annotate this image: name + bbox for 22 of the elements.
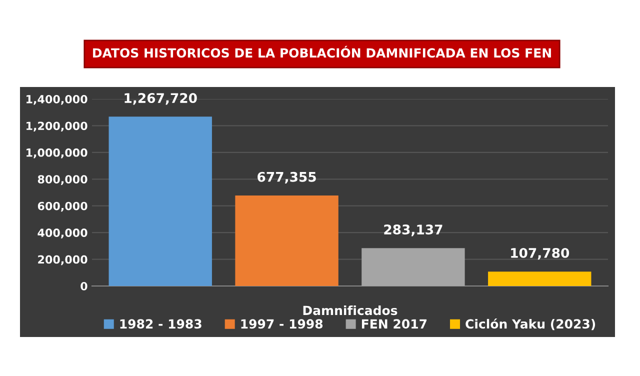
x-tick-label: Damnificados	[303, 305, 398, 316]
legend-label: 1997 - 1998	[241, 319, 323, 329]
y-tick-label: 400,000	[38, 228, 88, 238]
bar	[488, 272, 592, 286]
y-tick-label: 1,000,000	[26, 148, 88, 158]
data-label: 677,355	[258, 172, 316, 184]
bar	[362, 248, 465, 286]
legend-label: FEN 2017	[362, 319, 427, 329]
y-tick-label: 1,400,000	[26, 94, 88, 105]
data-label: 283,137	[384, 224, 442, 236]
y-tick-label: 0	[80, 282, 88, 290]
data-label: 107,780	[511, 248, 570, 260]
y-tick-label: 600,000	[38, 202, 88, 212]
legend-label: Ciclón Yaku (2023)	[466, 318, 596, 330]
bar	[108, 116, 212, 286]
chart-title: DATOS HISTORICOS DE LA POBLACIÓN DAMNIFICADA EN LOS FEN	[93, 46, 551, 58]
bar	[235, 196, 338, 286]
y-tick-label: 800,000	[38, 175, 88, 185]
y-tick-label: 1,200,000	[26, 122, 88, 132]
y-tick-label: 200,000	[38, 255, 88, 266]
legend-label: 1982 - 1983	[120, 319, 202, 329]
data-label: 1,267,720	[124, 93, 197, 105]
